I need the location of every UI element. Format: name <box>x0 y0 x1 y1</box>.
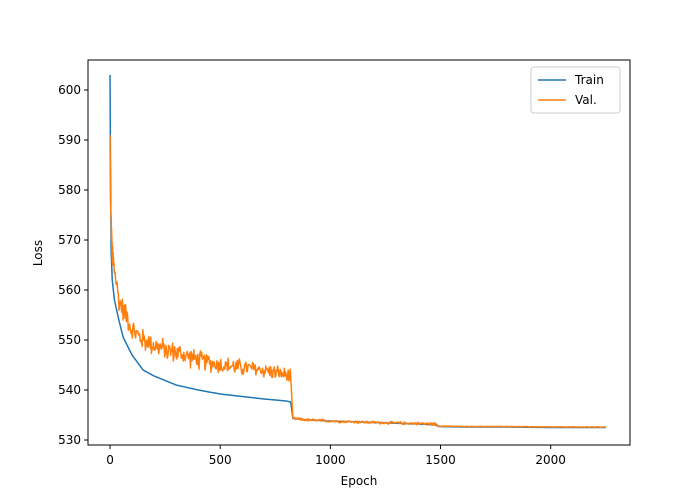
y-tick-label: 530 <box>58 433 81 447</box>
plot-frame <box>87 59 631 446</box>
x-tick-label: 1500 <box>425 453 456 467</box>
x-tick-label: 0 <box>106 453 114 467</box>
x-axis-title: Epoch <box>341 474 378 488</box>
x-tick-label: 500 <box>209 453 232 467</box>
x-axis: 0 500 1000 1500 2000 <box>106 445 566 467</box>
y-tick-label: 590 <box>58 133 81 147</box>
legend-box <box>530 66 621 114</box>
y-tick-label: 580 <box>58 183 81 197</box>
series-line-train <box>109 74 607 429</box>
y-tick-label: 600 <box>58 83 81 97</box>
legend: Train Val. <box>530 66 621 114</box>
y-tick-label: 550 <box>58 333 81 347</box>
series-layer <box>109 74 607 429</box>
y-tick-label: 540 <box>58 383 81 397</box>
y-axis-title: Loss <box>31 240 45 266</box>
x-tick-label: 2000 <box>535 453 566 467</box>
series-line-val <box>109 134 607 428</box>
y-tick-label: 560 <box>58 283 81 297</box>
legend-entry: Val. <box>575 93 597 107</box>
y-axis: 530 540 550 560 570 580 590 600 <box>58 83 88 447</box>
y-tick-label: 570 <box>58 233 81 247</box>
legend-entry: Train <box>574 73 604 87</box>
x-tick-label: 1000 <box>315 453 346 467</box>
